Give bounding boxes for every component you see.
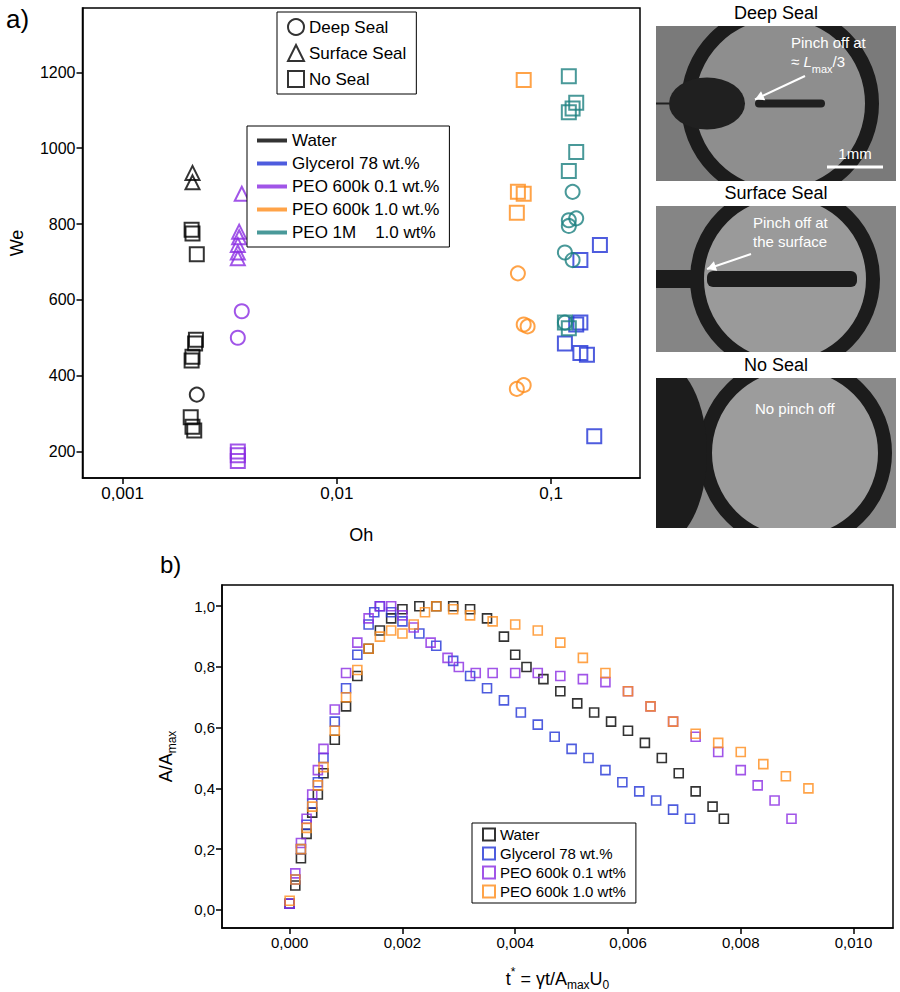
svg-text:Pinch off at: Pinch off at [753, 214, 829, 231]
svg-text:0,2: 0,2 [194, 841, 215, 858]
svg-text:600: 600 [49, 291, 76, 308]
svg-text:0,8: 0,8 [194, 658, 215, 675]
svg-text:0,6: 0,6 [194, 719, 215, 736]
svg-text:200: 200 [49, 443, 76, 460]
svg-text:Oh: Oh [349, 525, 373, 545]
html-text:t*: t* [505, 965, 516, 989]
svg-text:= γt/A: = γt/A [515, 969, 567, 989]
svg-text:A/A: A/A [156, 753, 176, 782]
svg-text:≈ Lmax/3: ≈ Lmax/3 [791, 53, 845, 75]
svg-text:max: max [567, 978, 590, 992]
svg-text:Surface Seal: Surface Seal [309, 44, 406, 63]
svg-text:0,010: 0,010 [835, 934, 873, 951]
svg-text:We: We [7, 230, 27, 257]
svg-text:Deep Seal: Deep Seal [734, 3, 818, 23]
svg-text:0,004: 0,004 [496, 934, 534, 951]
svg-text:Water: Water [292, 131, 337, 150]
svg-text:Glycerol 78 wt.%: Glycerol 78 wt.% [292, 154, 420, 173]
svg-text:Water: Water [500, 826, 539, 843]
svg-text:Surface Seal: Surface Seal [724, 183, 827, 203]
svg-text:the surface: the surface [753, 233, 827, 250]
svg-text:a): a) [6, 4, 29, 34]
svg-text:0: 0 [603, 978, 610, 992]
svg-text:800: 800 [49, 216, 76, 233]
svg-text:max: max [165, 731, 179, 754]
svg-text:0,4: 0,4 [194, 780, 215, 797]
svg-text:Glycerol 78 wt.%: Glycerol 78 wt.% [500, 845, 613, 862]
svg-text:PEO 600k 1.0 wt%: PEO 600k 1.0 wt% [500, 883, 626, 900]
svg-text:b): b) [160, 551, 181, 578]
svg-text:PEO 600k 0.1 wt.%: PEO 600k 0.1 wt.% [292, 177, 439, 196]
svg-text:PEO 600k 0.1 wt%: PEO 600k 0.1 wt% [500, 864, 626, 881]
svg-text:1200: 1200 [40, 64, 76, 81]
svg-text:0,008: 0,008 [722, 934, 760, 951]
svg-text:1mm: 1mm [838, 145, 871, 162]
svg-text:No pinch off: No pinch off [755, 400, 836, 417]
svg-text:0,000: 0,000 [271, 934, 309, 951]
svg-text:No Seal: No Seal [309, 70, 369, 89]
svg-text:0,0: 0,0 [194, 901, 215, 918]
svg-text:0,01: 0,01 [320, 484, 353, 503]
svg-text:0,006: 0,006 [609, 934, 647, 951]
svg-text:400: 400 [49, 367, 76, 384]
svg-text:Pinch off at: Pinch off at [791, 34, 867, 51]
svg-text:No Seal: No Seal [744, 355, 808, 375]
svg-text:PEO 600k 1.0 wt.%: PEO 600k 1.0 wt.% [292, 200, 439, 219]
svg-text:U: U [590, 969, 603, 989]
svg-text:0,002: 0,002 [384, 934, 422, 951]
svg-text:0,001: 0,001 [101, 484, 144, 503]
svg-text:1000: 1000 [40, 140, 76, 157]
svg-text:1,0: 1,0 [194, 598, 215, 615]
svg-text:PEO 1M 1.0 wt%: PEO 1M 1.0 wt% [292, 223, 436, 242]
svg-text:0,1: 0,1 [539, 484, 563, 503]
svg-text:Deep Seal: Deep Seal [309, 18, 388, 37]
